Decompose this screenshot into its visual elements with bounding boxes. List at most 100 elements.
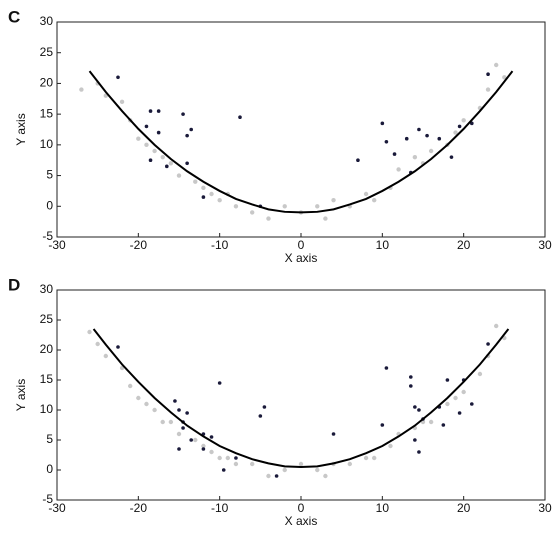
- x-tick-label: -20: [130, 238, 148, 252]
- scatter-point: [315, 204, 320, 209]
- y-tick-label: 0: [46, 462, 53, 476]
- x-tick-label: -10: [211, 501, 229, 515]
- scatter-point: [148, 158, 153, 163]
- scatter-point: [136, 395, 141, 401]
- x-tick-label: -10: [211, 238, 229, 252]
- y-tick-label: 20: [40, 76, 54, 90]
- x-tick-label: 0: [298, 238, 305, 252]
- scatter-point: [209, 191, 214, 197]
- x-tick-label: 20: [457, 501, 471, 515]
- scatter-point: [144, 124, 149, 129]
- scatter-point: [457, 411, 462, 415]
- scatter-point: [457, 124, 462, 129]
- scatter-point: [148, 109, 153, 113]
- scatter-point: [201, 443, 206, 449]
- scatter-point: [425, 133, 429, 138]
- scatter-point: [119, 99, 125, 105]
- scatter-point: [412, 154, 418, 160]
- scatter-point: [461, 118, 466, 123]
- scatter-point: [156, 109, 161, 113]
- x-tick-label: -30: [48, 501, 66, 515]
- scatter-point: [323, 473, 328, 479]
- scatter-point: [485, 87, 491, 92]
- scatter-point: [347, 461, 352, 467]
- scatter-point: [116, 75, 120, 80]
- scatter-point: [372, 197, 377, 203]
- y-tick-label: 25: [40, 312, 54, 326]
- scatter-point: [363, 455, 369, 461]
- scatter-point: [152, 407, 157, 413]
- scatter-point: [217, 197, 222, 203]
- scatter-point: [201, 195, 206, 199]
- scatter-point: [128, 383, 133, 389]
- y-tick-label: 20: [40, 342, 54, 356]
- scatter-point: [177, 408, 181, 412]
- scatter-point: [494, 323, 499, 329]
- scatter-point: [449, 155, 454, 159]
- scatter-point: [136, 136, 141, 141]
- scatter-point: [233, 461, 239, 467]
- scatter-point: [160, 154, 165, 160]
- y-axis-label: Y axis: [14, 379, 28, 411]
- scatter-point: [453, 130, 458, 135]
- scatter-point: [266, 216, 271, 221]
- scatter-point: [168, 161, 174, 166]
- x-axis-label: X axis: [285, 251, 318, 265]
- scatter-point: [209, 449, 214, 455]
- scatter-point: [168, 419, 174, 425]
- y-tick-label: 30: [40, 282, 54, 296]
- scatter-point: [363, 191, 369, 197]
- scatter-point: [392, 152, 397, 156]
- scatter-point: [409, 384, 413, 388]
- scatter-point: [486, 342, 490, 346]
- scatter-point: [193, 179, 198, 184]
- y-tick-label: 5: [46, 168, 53, 182]
- scatter-point: [189, 438, 193, 442]
- scatter-point: [201, 185, 206, 191]
- scatter-point: [315, 467, 320, 473]
- scatter-point: [156, 130, 161, 135]
- scatter-point: [477, 371, 483, 377]
- scatter-point: [502, 75, 507, 80]
- scatter-point: [266, 473, 271, 479]
- scatter-point: [95, 341, 100, 347]
- scatter-point: [282, 204, 287, 209]
- scatter-point: [116, 345, 120, 349]
- y-tick-label: 10: [40, 137, 54, 151]
- scatter-point: [274, 474, 279, 478]
- x-tick-label: 30: [538, 238, 552, 252]
- scatter-point: [372, 455, 377, 461]
- x-tick-label: 10: [376, 501, 390, 515]
- x-tick-label: 10: [376, 238, 390, 252]
- scatter-point: [494, 62, 499, 68]
- scatter-point: [380, 121, 385, 126]
- scatter-point: [409, 375, 413, 379]
- scatter-point: [160, 419, 165, 425]
- scatter-point: [221, 468, 226, 472]
- scatter-point: [331, 197, 336, 203]
- scatter-point: [262, 405, 267, 409]
- scatter-point: [103, 353, 109, 359]
- plot-frame: [56, 21, 546, 238]
- x-tick-label: -30: [48, 238, 66, 252]
- scatter-point: [176, 173, 182, 178]
- scatter-point: [233, 204, 239, 209]
- scatter-point: [165, 164, 169, 169]
- scatter-point: [461, 389, 466, 395]
- scatter-point: [404, 136, 409, 141]
- scatter-point: [177, 447, 181, 451]
- scatter-point: [486, 72, 490, 77]
- x-tick-label: 0: [298, 501, 305, 515]
- scatter-point: [413, 405, 417, 409]
- x-tick-label: -20: [130, 501, 148, 515]
- y-tick-label: 25: [40, 45, 54, 59]
- y-axis-label: Y axis: [14, 113, 28, 145]
- scatter-point: [445, 378, 450, 382]
- scatter-point: [176, 431, 182, 437]
- scatter-point: [181, 112, 185, 116]
- scatter-point: [428, 148, 434, 154]
- scatter-point: [417, 127, 421, 132]
- scatter-point: [453, 395, 458, 401]
- scatter-point: [470, 121, 474, 126]
